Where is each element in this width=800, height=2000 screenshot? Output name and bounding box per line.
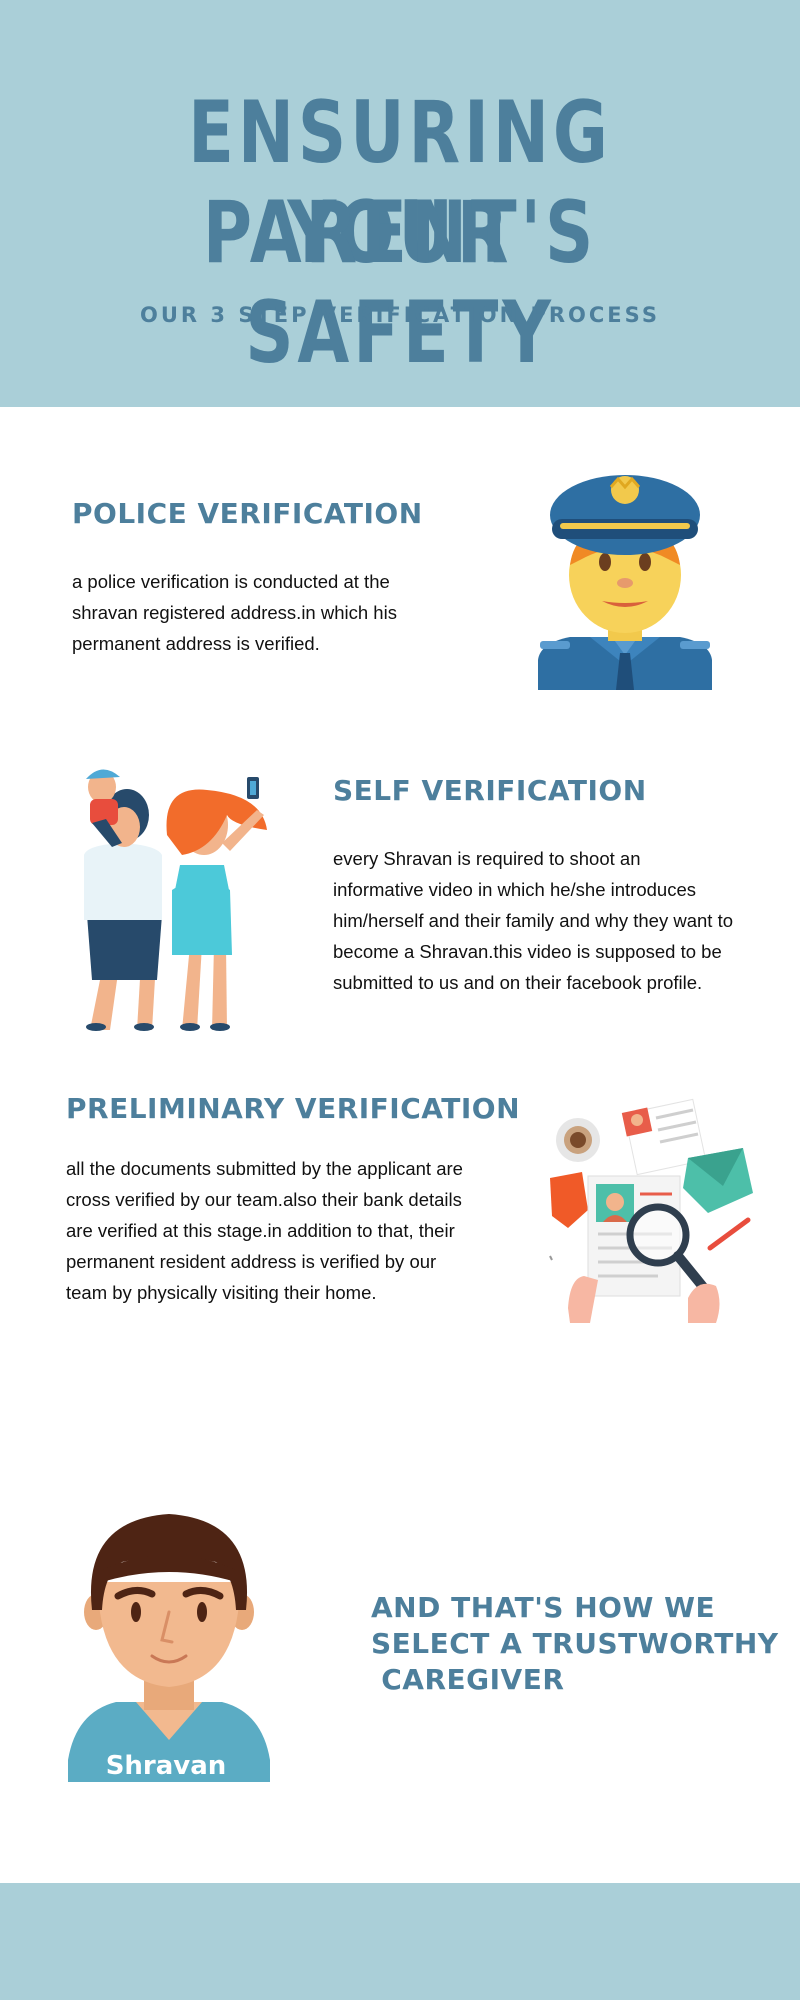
document-search-icon: [549, 1098, 753, 1323]
caregiver-avatar-icon: Shravan: [68, 1514, 270, 1782]
police-officer-icon: [538, 475, 712, 690]
preliminary-verification-text: all the documents submitted by the appli…: [66, 1158, 463, 1303]
header-banner: ENSURING YOUR PARENT'S SAFETY OUR 3 STEP…: [0, 0, 800, 407]
police-verification-heading: POLICE VERIFICATION: [72, 497, 423, 530]
avatar-label: Shravan: [106, 1751, 227, 1781]
self-verification-heading: SELF VERIFICATION: [333, 774, 647, 807]
preliminary-verification-heading: PRELIMINARY VERIFICATION: [66, 1092, 521, 1125]
family-selfie-icon: [84, 769, 267, 1031]
page-subtitle: OUR 3 STEP VERIFICATION PROCESS: [140, 303, 660, 327]
police-verification-text: a police verification is conducted at th…: [72, 571, 397, 654]
closing-statement: AND THAT'S HOW WE SELECT A TRUSTWORTHY C…: [371, 1591, 779, 1696]
footer-banner: [0, 1883, 800, 2000]
self-verification-text: every Shravan is required to shoot an in…: [333, 848, 733, 993]
page-title-line2: PARENT'S SAFETY: [202, 183, 598, 383]
page-title-line1: ENSURING YOUR: [188, 83, 612, 283]
